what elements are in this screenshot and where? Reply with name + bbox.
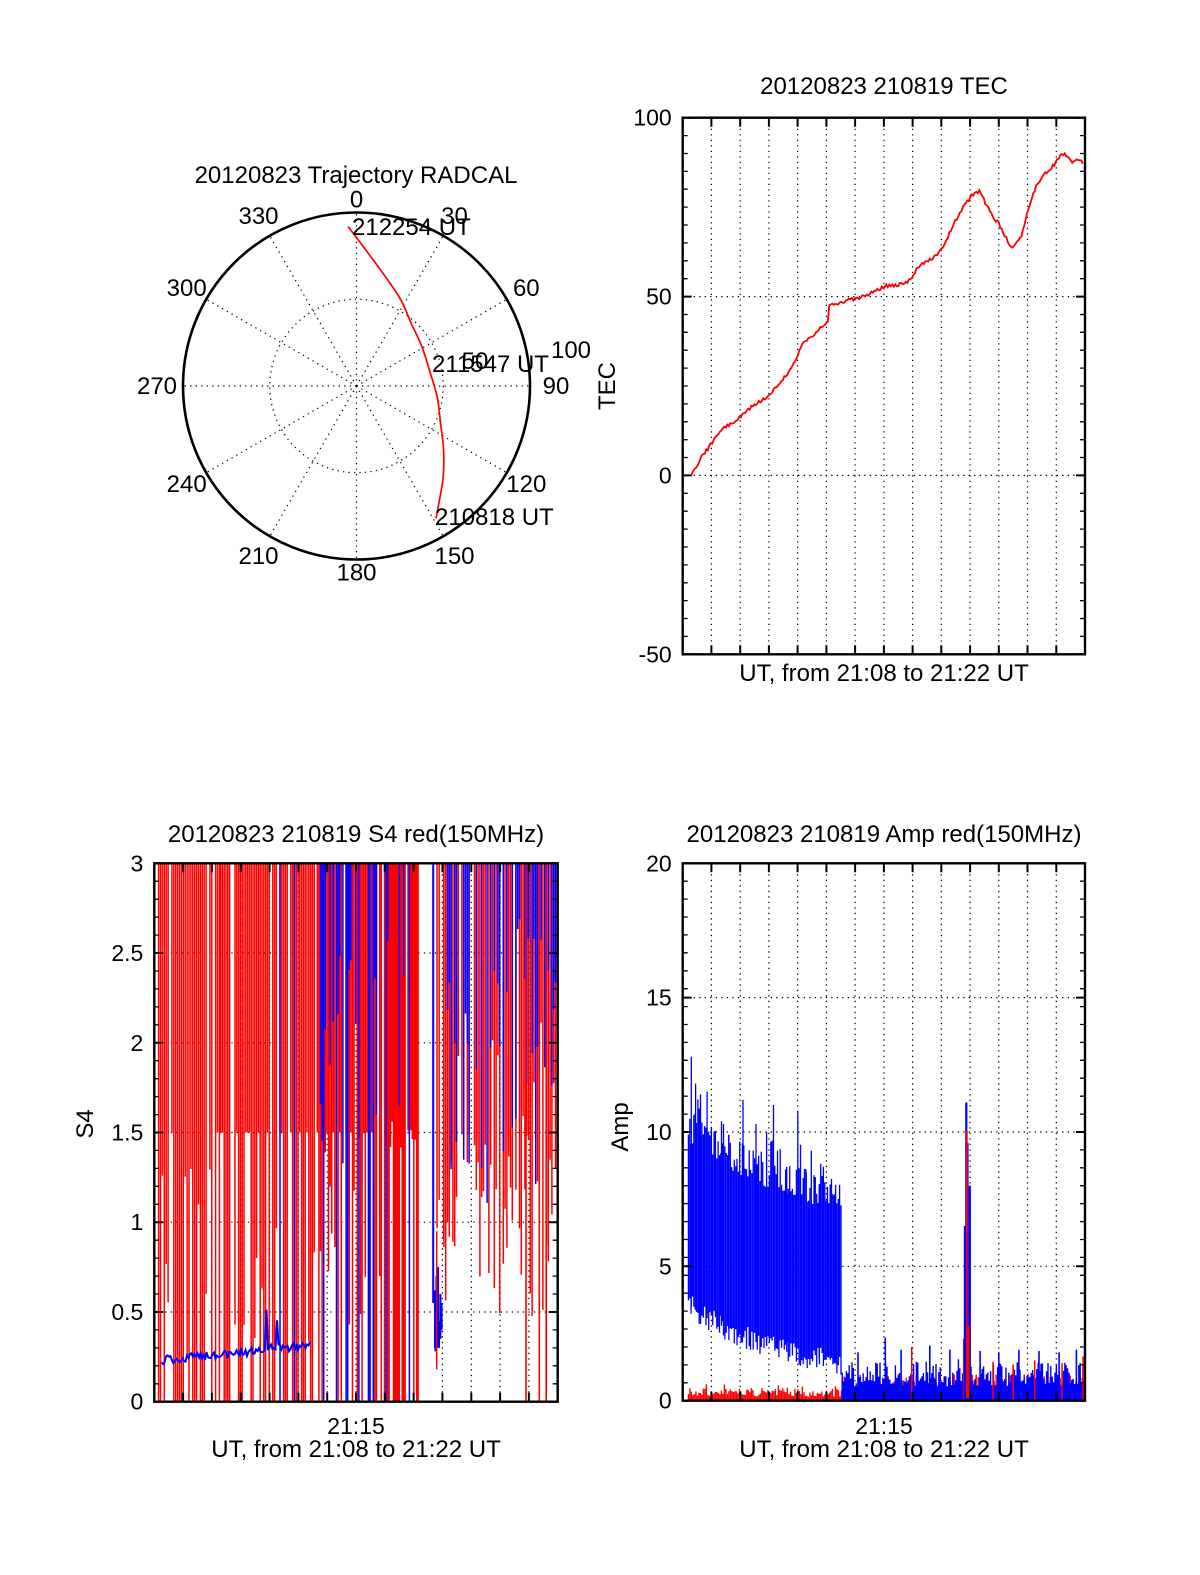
- amp-major-ticks: [682, 862, 1085, 1402]
- s4-title: 20120823 210819 S4 red(150MHz): [167, 821, 545, 848]
- polar-radius-label-100: 100: [551, 337, 591, 364]
- polar-radius-label-50: 50: [462, 348, 489, 375]
- s4-ytick-label: 0.5: [111, 1299, 143, 1325]
- polar-angle-label-330: 330: [238, 203, 278, 230]
- chart-tec: 100 50 0 -50: [633, 105, 1087, 667]
- polar-angle-label-180: 180: [336, 560, 376, 587]
- s4-x-axis-label: UT, from 21:08 to 21:22 UT: [211, 1436, 501, 1463]
- amp-big-spike-red: [965, 1130, 970, 1398]
- tec-frame: [681, 116, 1087, 656]
- s4-full-red-bars: [525, 863, 547, 1402]
- polar-angle-label-150: 150: [434, 543, 474, 570]
- polar-angle-label-270: 270: [137, 373, 177, 400]
- s4-quiet-line: [160, 1309, 311, 1366]
- polar-angle-label-90: 90: [543, 373, 570, 400]
- trajectory-annotation-end: 210818 UT: [435, 504, 554, 531]
- polar-angle-label-120: 120: [506, 471, 546, 498]
- polar-angle-label-60: 60: [513, 275, 540, 302]
- s4-ytick-label: 1: [131, 1209, 144, 1235]
- amp-ytick-label: 5: [659, 1253, 672, 1279]
- amp-blue-dense-signal: [687, 1056, 842, 1375]
- trajectory-annotation-mid: 211547 UT: [432, 351, 549, 378]
- polar-angle-label-0: 0: [350, 187, 363, 214]
- amp-x-axis-label: UT, from 21:08 to 21:22 UT: [739, 1436, 1029, 1463]
- tec-ytick-label: 100: [633, 105, 671, 131]
- trajectory-title: 20120823 Trajectory RADCAL: [194, 162, 518, 189]
- tec-ytick-label: 0: [659, 462, 672, 488]
- chart-s4: 3 2.5 2 1.5 1 0.5 0: [111, 850, 559, 1415]
- s4-y-axis-label: S4: [72, 1109, 99, 1139]
- amp-ytick-label: 15: [646, 985, 672, 1011]
- polar-angle-label-300: 300: [167, 275, 207, 302]
- amp-y-axis-label: Amp: [607, 1102, 634, 1152]
- polar-angle-label-30: 30: [441, 203, 468, 230]
- amp-blue-spikes: [857, 1337, 1078, 1401]
- s4-ytick-label: 2: [131, 1030, 144, 1056]
- s4-ytick-label: 0: [131, 1389, 144, 1415]
- chart-trajectory: 0 30 60 90 120 150 180 210 240 270 300 330 50 100: [137, 187, 591, 587]
- s4-xtick-label: 21:15: [327, 1413, 385, 1439]
- amp-ytick-label: 10: [646, 1119, 672, 1145]
- chart-amp: 20 15 10 5 0: [646, 850, 1087, 1414]
- tec-ytick-label: 50: [646, 284, 672, 310]
- polar-angle-label-210: 210: [238, 543, 278, 570]
- amp-title: 20120823 210819 Amp red(150MHz): [686, 821, 1082, 848]
- tec-series-line: [690, 151, 1084, 476]
- tec-x-axis-label: UT, from 21:08 to 21:22 UT: [739, 660, 1029, 687]
- polar-angle-label-240: 240: [167, 471, 207, 498]
- s4-ytick-label: 2.5: [111, 940, 143, 966]
- s4-ytick-label: 3: [131, 850, 144, 876]
- tec-major-ticks: [682, 116, 1085, 656]
- trajectory-path: [347, 226, 445, 519]
- tec-minor-ticks: [682, 117, 1085, 655]
- amp-ytick-label: 20: [646, 850, 672, 876]
- tec-title: 20120823 210819 TEC: [760, 73, 1008, 100]
- s4-major-ticks: [154, 862, 558, 1403]
- polar-inner-circle: [269, 298, 444, 474]
- polar-outer-circle: [181, 211, 532, 561]
- tec-ytick-label: -50: [638, 641, 671, 667]
- amp-ytick-label: 0: [659, 1388, 672, 1414]
- s4-ytick-label: 1.5: [111, 1120, 143, 1146]
- amp-xtick-label: 21:15: [855, 1413, 913, 1439]
- tec-gridlines: [682, 117, 1085, 655]
- tec-y-axis-label: TEC: [594, 362, 621, 410]
- trajectory-annotation-start: 212254 UT: [352, 214, 471, 241]
